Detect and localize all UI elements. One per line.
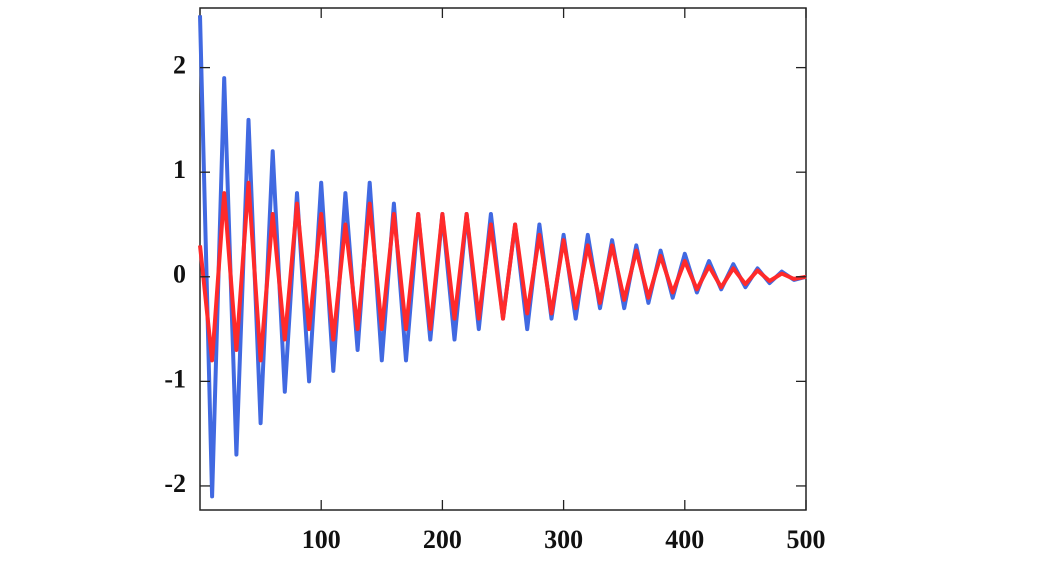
x-tick-label: 100 <box>302 525 341 554</box>
y-tick-label: 0 <box>173 260 186 289</box>
x-tick-label: 300 <box>544 525 583 554</box>
data-line <box>198 180 807 363</box>
y-tick-label: 1 <box>173 155 186 184</box>
y-tick-label: 2 <box>173 51 186 80</box>
x-tick-label: 500 <box>787 525 826 554</box>
x-tick-label: 400 <box>665 525 704 554</box>
y-tick-label: -1 <box>164 364 186 393</box>
y-tick-label: -2 <box>164 469 186 498</box>
x-tick-label: 200 <box>423 525 462 554</box>
